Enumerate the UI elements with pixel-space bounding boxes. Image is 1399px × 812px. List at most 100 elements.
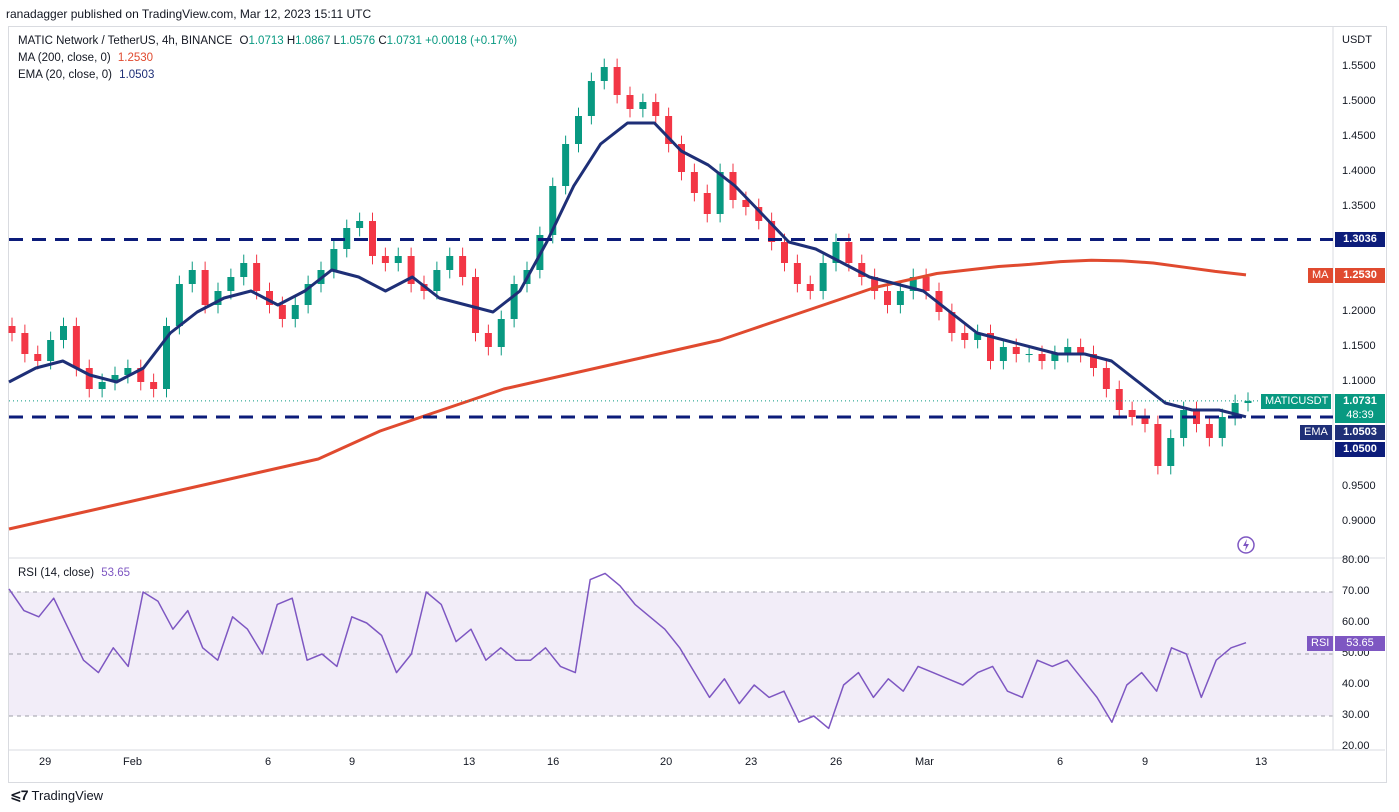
legend-ma[interactable]: MA (200, close, 0) 1.2530 (18, 52, 153, 64)
candle (484, 324, 492, 356)
last-price-tag: 1.0731 (1335, 394, 1385, 409)
candle (356, 212, 364, 237)
price-tick: 1.4000 (1342, 165, 1376, 177)
candle (626, 86, 634, 118)
candle-body (72, 326, 80, 368)
candle-body (369, 221, 376, 256)
price-tick: 1.1500 (1342, 340, 1376, 352)
ema-price-tag: 1.0503 (1335, 425, 1385, 440)
candle (60, 317, 67, 349)
price-tick: 1.5500 (1342, 60, 1376, 72)
candles-group (8, 58, 1252, 475)
candle-body (703, 193, 711, 214)
candle-body (909, 277, 917, 291)
price-tick: 1.3500 (1342, 200, 1376, 212)
candle-body (1102, 368, 1110, 389)
rsi-tick: 40.00 (1342, 678, 1370, 690)
rsi-tick: 30.00 (1342, 709, 1370, 721)
candle (819, 254, 827, 300)
candle-body (278, 305, 286, 319)
candle-body (1218, 417, 1226, 438)
candle-body (407, 256, 415, 284)
symbol-name-tag: MATICUSDT (1261, 394, 1331, 409)
tradingview-logo-icon: ⩽7 (10, 787, 29, 803)
candle-body (999, 347, 1007, 361)
candle (1025, 345, 1033, 363)
legend-ma-value: 1.2530 (117, 52, 154, 64)
candle (1218, 408, 1226, 447)
legend-ema[interactable]: EMA (20, close, 0) 1.0503 (18, 69, 154, 81)
candle (678, 135, 685, 181)
footer[interactable]: ⩽7 TradingView (10, 787, 103, 804)
candle (1205, 415, 1213, 447)
candle-body (330, 249, 338, 270)
candle (240, 254, 248, 286)
alert-lightning-icon[interactable] (1237, 536, 1255, 554)
candle (793, 254, 801, 293)
chart-frame[interactable] (8, 26, 1387, 783)
candle-body (806, 284, 814, 291)
candle-body (1090, 354, 1097, 368)
price-tick: 1.5000 (1342, 95, 1376, 107)
candle-body (459, 256, 467, 277)
candle (858, 254, 866, 286)
legend-rsi[interactable]: RSI (14, close) 53.65 (18, 567, 130, 579)
rsi-band (9, 592, 1333, 716)
candle-body (214, 291, 222, 305)
candle (472, 268, 479, 342)
candle-body (562, 144, 570, 186)
candle (1051, 345, 1059, 370)
candle-body (896, 291, 904, 305)
candle-body (111, 375, 119, 382)
legend-ema-value: 1.0503 (119, 69, 155, 81)
candle-body (394, 256, 402, 263)
candle (768, 212, 776, 251)
candle (871, 268, 879, 300)
candle-body (613, 67, 621, 95)
candle-body (793, 263, 801, 284)
candle (137, 359, 145, 391)
candle-body (742, 200, 750, 207)
candle-body (1154, 424, 1162, 466)
rsi-tick: 80.00 (1342, 554, 1370, 566)
candle-body (356, 221, 364, 228)
candle-body (858, 263, 866, 277)
candle-body (1038, 354, 1046, 361)
candle-body (47, 340, 55, 361)
candle-body (1115, 389, 1123, 410)
candle (575, 107, 582, 153)
candle-body (253, 263, 261, 291)
candle-body (1025, 354, 1033, 355)
candle-body (1012, 347, 1020, 354)
candle-body (690, 172, 698, 193)
candle (253, 254, 261, 300)
candle (1077, 338, 1085, 363)
price-tick: 1.2000 (1342, 305, 1376, 317)
candle (407, 247, 415, 293)
legend-high: 1.0867 (295, 35, 331, 47)
candle-body (1231, 403, 1239, 417)
legend-open-label: O (239, 35, 249, 47)
rsi-tick: 20.00 (1342, 740, 1370, 752)
candle (1167, 429, 1175, 475)
candle-body (1051, 354, 1059, 361)
candle-body (587, 81, 595, 116)
legend-symbol[interactable]: MATIC Network / TetherUS, 4h, BINANCE (18, 35, 233, 47)
candle-body (124, 368, 132, 375)
candle-body (871, 277, 879, 291)
ema-20-line (8, 121, 1247, 419)
candle (961, 324, 969, 349)
candle (755, 198, 763, 230)
candle (1244, 392, 1252, 412)
candle-body (304, 284, 312, 305)
candle (111, 366, 119, 391)
candle (1154, 415, 1162, 475)
candle (291, 296, 299, 328)
levels-group (9, 237, 1333, 419)
legend-rsi-label: RSI (14, close) (18, 567, 95, 579)
candle-body (8, 326, 16, 333)
time-tick: 13 (463, 756, 476, 768)
candle (227, 268, 235, 300)
candle-body (781, 242, 788, 263)
